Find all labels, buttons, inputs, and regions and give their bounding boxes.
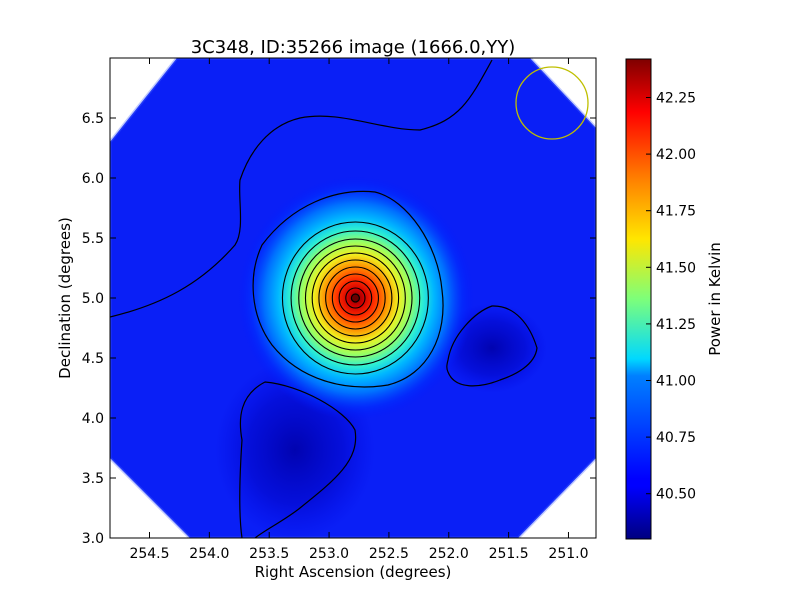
y-tick-label: 4.5: [82, 351, 104, 367]
colorbar-tick-label: 40.50: [656, 487, 696, 503]
colorbar-gradient: [626, 59, 651, 539]
source-contour-ring: [345, 287, 366, 309]
x-axis: 254.5 254.0 253.5 253.0 252.5 252.0 251.5 251.0: [129, 58, 589, 562]
colorbar-tick-label: 41.75: [656, 204, 696, 220]
y-tick-label: 6.0: [82, 171, 104, 187]
source-contour-ring: [281, 221, 429, 375]
y-tick-label: 4.0: [82, 411, 104, 427]
plot-area: [110, 58, 596, 538]
colorbar: 40.50 40.75 41.00 41.25 41.50 41.75 42.00 42.25…: [625, 58, 724, 540]
source-contour-ring: [290, 230, 421, 366]
colorbar-tick-label: 41.50: [656, 260, 696, 276]
x-tick-label: 252.5: [369, 546, 409, 562]
source-contour-ring: [298, 238, 413, 358]
colorbar-ticks: 40.50 40.75 41.00 41.25 41.50 41.75 42.00 42.25: [646, 90, 696, 503]
source-contour-ring: [304, 245, 406, 351]
x-axis-label: Right Ascension (degrees): [255, 563, 452, 581]
y-tick-label: 3.5: [82, 471, 104, 487]
y-tick-label: 6.5: [82, 111, 104, 127]
y-axis: 3.0 3.5 4.0 4.5 5.0 5.5 6.0 6.5: [82, 111, 596, 547]
y-tick-label: 3.0: [82, 531, 104, 547]
source-contour-ring: [338, 280, 373, 316]
x-tick-label: 254.5: [129, 546, 169, 562]
source-peak: [350, 293, 360, 303]
y-axis-label: Declination (degrees): [56, 217, 74, 379]
colorbar-tick-label: 41.25: [656, 317, 696, 333]
x-tick-label: 253.0: [309, 546, 349, 562]
source-contour-ring: [325, 266, 386, 330]
source-contour-ring: [311, 252, 400, 344]
contours: [110, 59, 538, 538]
contour-right-depression: [446, 305, 538, 387]
x-tick-label: 251.5: [489, 546, 529, 562]
colorbar-label: Power in Kelvin: [706, 242, 724, 356]
beam-circle: [515, 66, 589, 140]
contour-lower-left: [239, 381, 357, 538]
chart-title: 3C348, ID:35266 image (1666.0,YY): [191, 37, 516, 58]
source-contours: [281, 221, 429, 375]
contour-outer: [252, 190, 444, 388]
y-tick-label: 5.0: [82, 291, 104, 307]
colorbar-tick-label: 41.00: [656, 374, 696, 390]
x-tick-label: 251.0: [548, 546, 588, 562]
y-tick-label: 5.5: [82, 231, 104, 247]
x-tick-label: 252.0: [429, 546, 469, 562]
source-contour-ring: [331, 273, 379, 323]
x-tick-label: 253.5: [249, 546, 289, 562]
colorbar-frame: [625, 58, 652, 540]
footprint-edge: [110, 58, 596, 538]
colorbar-tick-label: 42.25: [656, 90, 696, 106]
x-tick-label: 254.0: [189, 546, 229, 562]
source-contour-ring: [318, 259, 393, 337]
colorbar-tick-label: 40.75: [656, 430, 696, 446]
contour-upper-left: [110, 59, 493, 318]
colorbar-tick-label: 42.00: [656, 147, 696, 163]
